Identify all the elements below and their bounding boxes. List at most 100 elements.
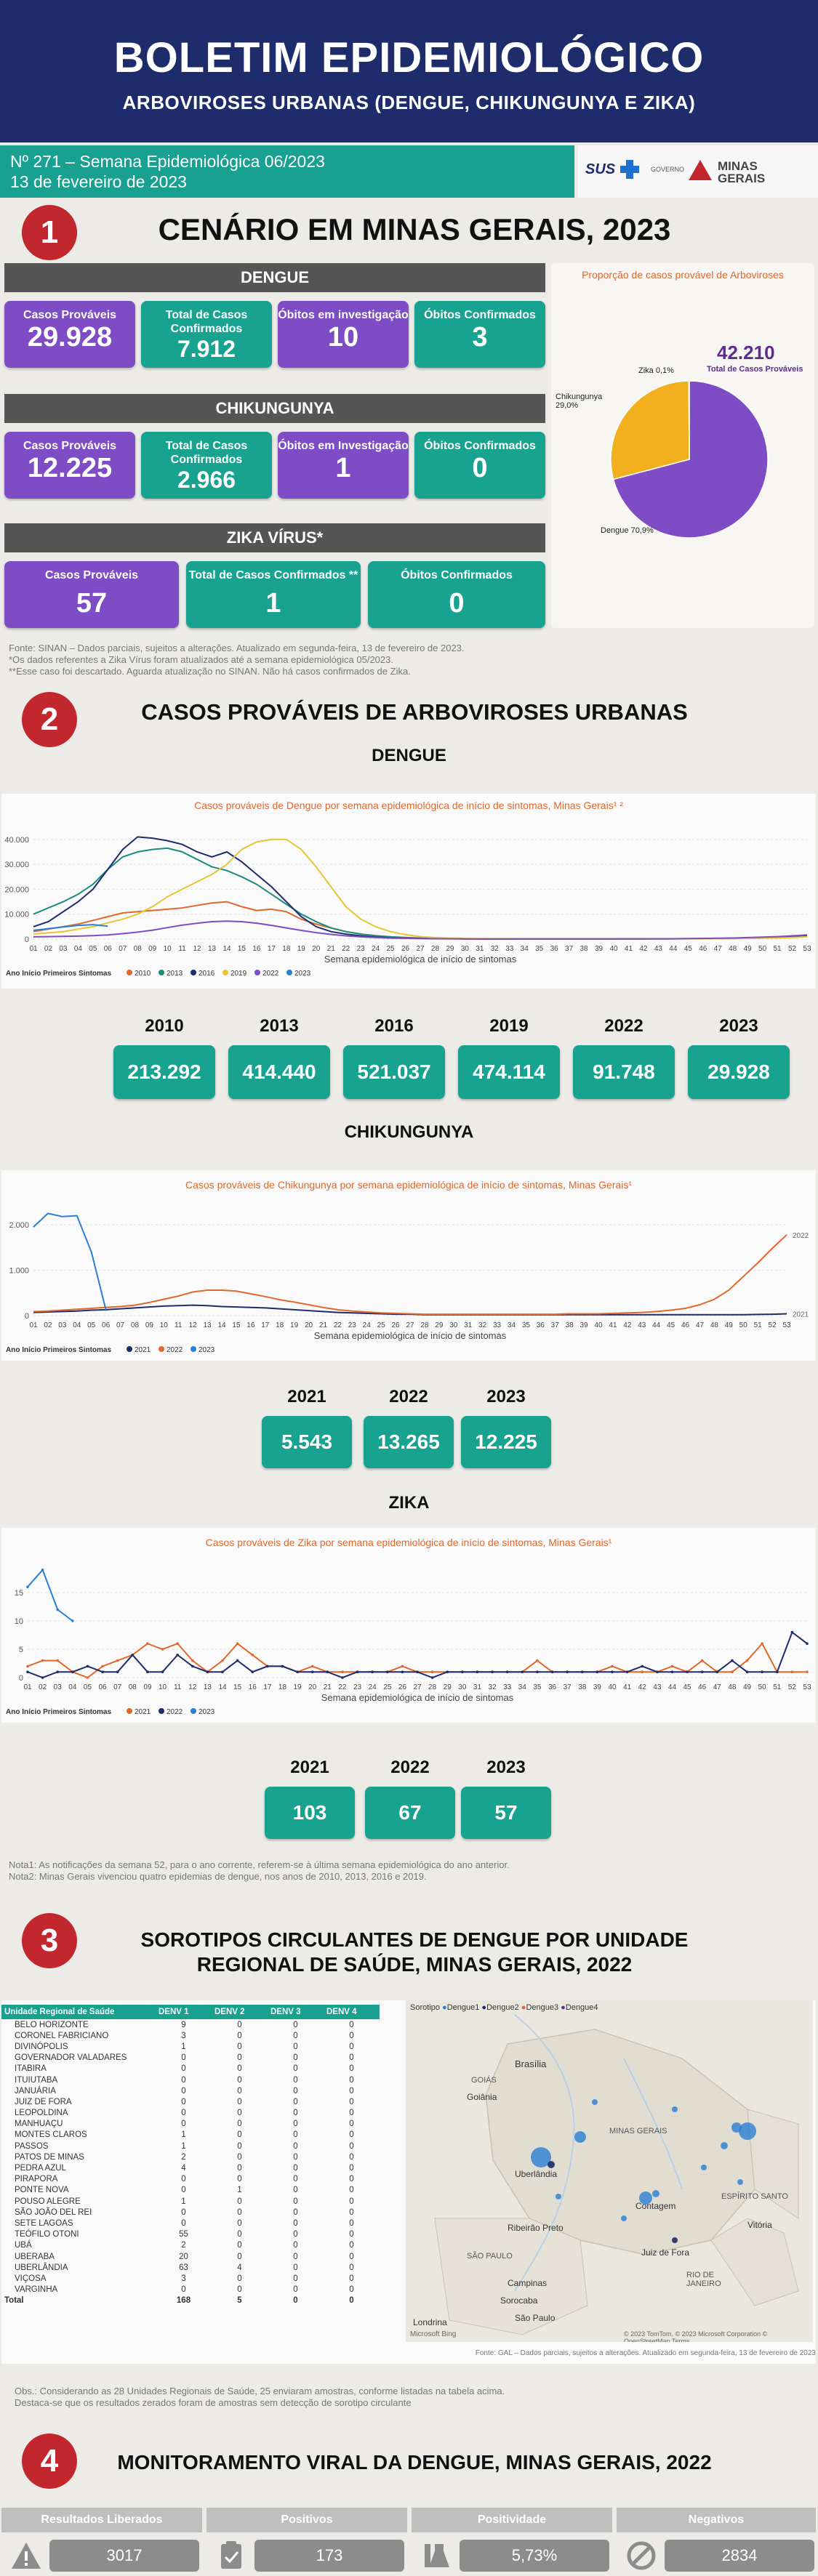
legend-dot-icon: ● — [442, 2003, 447, 2012]
chik-confirmed-card: Total de Casos Confirmados 2.966 — [141, 432, 272, 499]
legend-entry: Dengue4 — [565, 2003, 598, 2012]
legend-dot-icon: ● — [481, 2003, 487, 2012]
chik-deaths-investigation-card: Óbitos em Investigação 1 — [278, 432, 409, 499]
x-tick-label: 15 — [232, 1321, 241, 1329]
count-cell: 0 — [349, 2152, 354, 2162]
x-tick-label: 15 — [238, 945, 246, 953]
x-tick-label: 35 — [533, 1683, 542, 1691]
count-cell: 0 — [293, 2274, 298, 2283]
x-tick-label: 29 — [446, 945, 454, 953]
bulletin-date: 13 de fevereiro de 2023 — [10, 172, 187, 191]
count-cell: 5 — [237, 2296, 242, 2306]
x-tick-label: 35 — [522, 1321, 531, 1329]
column-header[interactable]: Unidade Regional de Saúde — [1, 2005, 156, 2019]
pie-slice-dengue — [612, 380, 769, 539]
x-tick-label: 22 — [342, 945, 350, 953]
x-tick-label: 20 — [305, 1321, 313, 1329]
data-point — [521, 1670, 524, 1673]
column-header[interactable]: DENV 2 — [212, 2005, 268, 2019]
x-tick-label: 45 — [667, 1321, 675, 1329]
data-point — [101, 1665, 104, 1668]
data-point — [221, 1659, 224, 1662]
series-line-2023 — [27, 1568, 73, 1622]
card-value: 1 — [265, 588, 281, 619]
x-tick-label: 04 — [68, 1683, 77, 1691]
legend-entry: 2022 — [167, 1346, 183, 1354]
column-header[interactable]: DENV 3 — [268, 2005, 324, 2019]
map-marker — [737, 2179, 743, 2185]
region-cell: GOVERNADOR VALADARES — [15, 2053, 127, 2063]
x-tick-label: 17 — [268, 945, 276, 953]
count-cell: 0 — [293, 2097, 298, 2106]
table-row: MANHUAÇU 0 0 0 0 — [1, 2119, 380, 2130]
count-cell: 20 — [179, 2252, 188, 2261]
data-point — [26, 1670, 29, 1673]
x-tick-label: 50 — [739, 1321, 748, 1329]
count-cell: 0 — [237, 2274, 242, 2283]
card-label: Casos Prováveis — [23, 440, 117, 452]
card-label: Casos Prováveis — [44, 569, 139, 581]
cross-icon — [620, 160, 639, 179]
x-tick-label: 09 — [148, 945, 157, 953]
data-point — [625, 1670, 629, 1673]
count-cell: 0 — [349, 2130, 354, 2140]
count-cell: 0 — [349, 2031, 354, 2040]
x-tick-label: 22 — [338, 1683, 347, 1691]
y-tick-label: 0 — [25, 935, 29, 944]
dengue-deaths-confirmed-card: Óbitos Confirmados 3 — [414, 301, 545, 368]
x-tick-label: 03 — [59, 945, 68, 953]
map-label: RIO DE JANEIRO — [686, 2271, 721, 2288]
x-tick-label: 32 — [478, 1321, 487, 1329]
x-tick-label: 30 — [449, 1321, 458, 1329]
region-cell: Total — [4, 2296, 24, 2306]
x-tick-label: 35 — [535, 945, 544, 953]
count-cell: 0 — [349, 2020, 354, 2029]
map-label: Londrina — [413, 2317, 447, 2327]
map-marker — [531, 2147, 551, 2168]
region-cell: VARGINHA — [15, 2285, 58, 2295]
legend-dot-icon: ● — [561, 2003, 566, 2012]
map-shapes — [434, 2014, 799, 2335]
count-cell: 0 — [293, 2285, 298, 2295]
map-label: MINAS GERAIS — [609, 2127, 667, 2136]
x-tick-label: 10 — [160, 1321, 169, 1329]
data-point — [446, 1670, 449, 1673]
map-marker — [652, 2190, 659, 2197]
column-header[interactable]: DENV 4 — [324, 2005, 380, 2019]
x-tick-label: 21 — [319, 1321, 328, 1329]
count-cell: 2 — [181, 2241, 186, 2250]
serotype-map[interactable]: Sorotipo ●Dengue1 ●Dengue2 ●Dengue3 ●Den… — [406, 2000, 813, 2342]
card-value: 7.912 — [177, 336, 236, 362]
data-point — [536, 1670, 539, 1673]
pie-total: 42.210 — [717, 342, 775, 363]
section2-notes: Nota1: As notificações da semana 52, par… — [9, 1859, 736, 1883]
x-tick-label: 18 — [278, 1683, 287, 1691]
map-legend: Sorotipo ●Dengue1 ●Dengue2 ●Dengue3 ●Den… — [410, 2003, 598, 2012]
x-tick-label: 49 — [743, 1683, 752, 1691]
card-value: 29.928 — [27, 322, 113, 353]
count-cell: 0 — [293, 2086, 298, 2096]
x-tick-label: 37 — [551, 1321, 560, 1329]
count-cell: 0 — [349, 2186, 354, 2195]
count-cell: 1 — [237, 2186, 242, 2195]
section-number-4: 4 — [22, 2434, 77, 2489]
data-point — [56, 1659, 60, 1662]
count-cell: 0 — [237, 2285, 242, 2295]
section-number-3: 3 — [22, 1913, 77, 1968]
count-cell: 0 — [237, 2042, 242, 2051]
x-tick-label: 48 — [729, 945, 737, 953]
x-tick-label: 03 — [58, 1321, 67, 1329]
count-cell: 0 — [293, 2252, 298, 2261]
data-point — [700, 1659, 704, 1662]
count-cell: 1 — [181, 2197, 186, 2206]
lab-flask-icon — [425, 2544, 449, 2567]
count-cell: 0 — [181, 2175, 186, 2184]
table-row: VIÇOSA 3 0 0 0 — [1, 2273, 380, 2284]
note: Destaca-se que os resultados zerados for… — [15, 2397, 412, 2408]
x-tick-label: 41 — [623, 1683, 632, 1691]
data-point — [146, 1670, 149, 1673]
year-total-card: 414.440 — [228, 1045, 330, 1099]
table-row: VARGINHA 0 0 0 0 — [1, 2285, 380, 2295]
column-header[interactable]: DENV 1 — [156, 2005, 212, 2019]
data-point — [745, 1659, 749, 1662]
